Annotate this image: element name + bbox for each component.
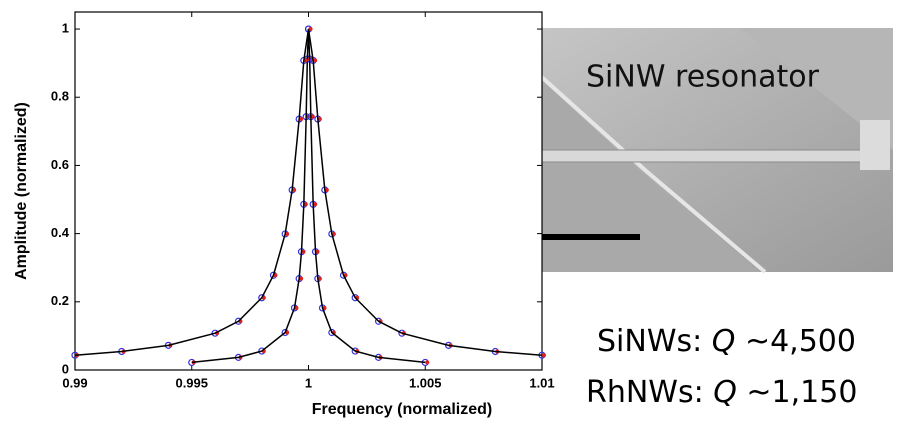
- marker: [313, 202, 318, 207]
- y-tick-label: 0: [62, 361, 69, 376]
- marker: [285, 231, 290, 236]
- marker: [299, 117, 304, 122]
- x-tick-label: 1.005: [409, 375, 442, 390]
- marker: [303, 202, 308, 207]
- marker: [317, 117, 322, 122]
- marker: [310, 114, 315, 119]
- marker: [294, 305, 299, 310]
- marker: [324, 187, 329, 192]
- marker: [313, 58, 318, 63]
- y-tick-label: 0.4: [51, 225, 70, 240]
- x-tick-label: 0.99: [62, 375, 87, 390]
- marker: [301, 249, 306, 254]
- y-tick-label: 1: [62, 20, 69, 35]
- x-tick-label: 0.995: [175, 375, 208, 390]
- marker: [292, 187, 297, 192]
- q-note: SiNWs: Q ~4,500: [597, 324, 856, 359]
- y-tick-label: 0.8: [51, 89, 69, 104]
- marker: [315, 249, 320, 254]
- marker: [308, 27, 313, 32]
- image-caption: SiNW resonator: [586, 60, 820, 95]
- y-axis-title: Amplitude (normalized): [13, 102, 30, 280]
- y-tick-label: 0.2: [51, 293, 69, 308]
- marker: [425, 360, 430, 365]
- marker: [542, 353, 546, 358]
- q-note: RhNWs: Q ~1,150: [586, 375, 857, 410]
- x-axis-title: Frequency (normalized): [312, 401, 492, 418]
- marker: [317, 276, 322, 281]
- x-tick-label: 1.01: [529, 375, 554, 390]
- marker: [303, 58, 308, 63]
- marker: [299, 276, 304, 281]
- y-tick-label: 0.6: [51, 157, 69, 172]
- plot-area: [74, 11, 543, 371]
- line: [74, 28, 543, 356]
- sem-image: [492, 28, 893, 274]
- x-tick-label: 1: [305, 375, 312, 390]
